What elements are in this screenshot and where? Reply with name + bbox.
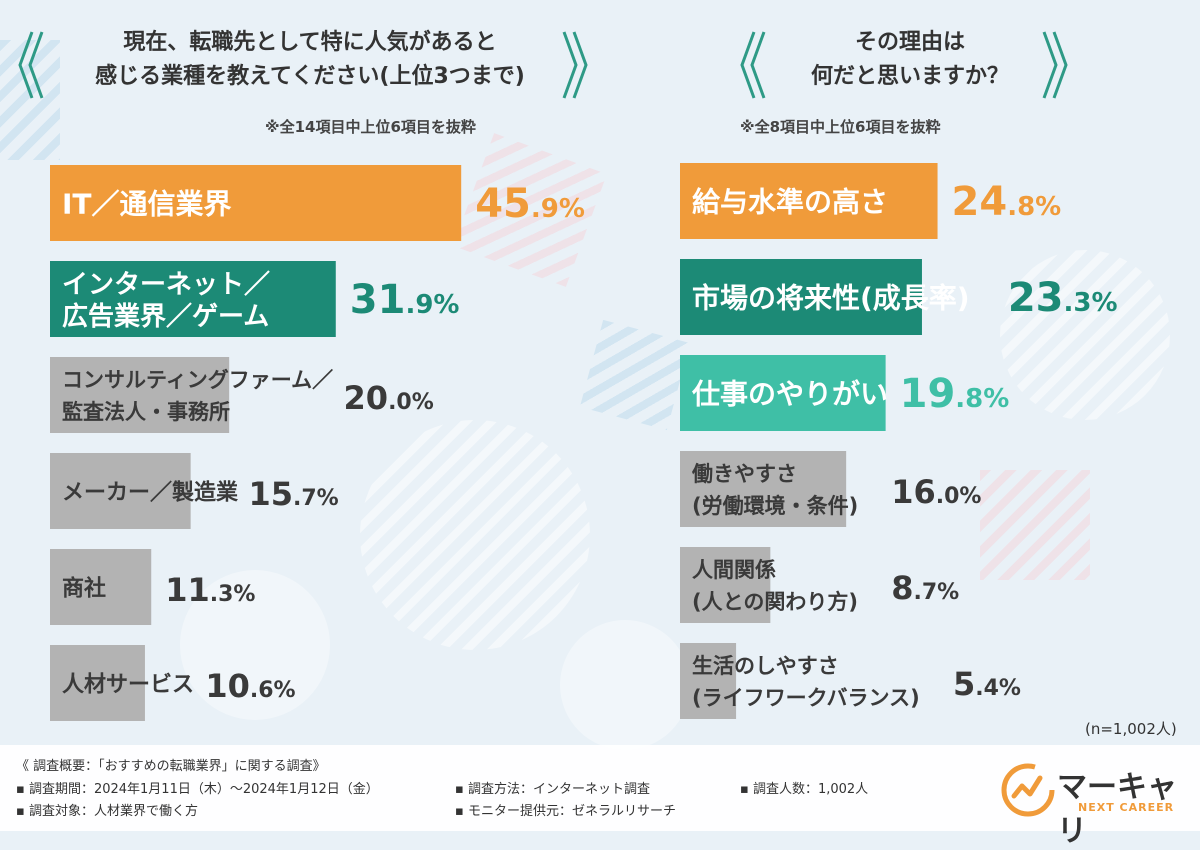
bar-right-5 — [680, 643, 737, 719]
background — [0, 40, 1170, 750]
bar-right-0 — [680, 163, 938, 239]
value-label-left-3: 15.7% — [248, 475, 338, 513]
survey-method: ▪ 調査方法：インターネット調査 — [455, 782, 650, 797]
value-label-right-5: 5.4% — [953, 665, 1021, 703]
value-label-right-2: 19.8% — [900, 371, 1010, 417]
left-bracket-icon — [740, 31, 766, 99]
value-label-left-2: 20.0% — [344, 379, 434, 417]
left-question-line-2: 感じる業種を教えてください(上位3つまで) — [95, 64, 525, 89]
survey-footer: 《 調査概要：「おすすめの転職業界」に関する調査》 ▪ 調査期間：2024年1月… — [0, 745, 1200, 831]
background-circle-3 — [180, 570, 330, 720]
background-stripe-4 — [0, 40, 60, 160]
value-label-left-1: 31.9% — [350, 277, 460, 323]
right-bracket-icon — [562, 31, 588, 99]
bar-right-1 — [680, 259, 922, 335]
bar-right-4 — [680, 547, 771, 623]
value-label-left-4: 11.3% — [165, 571, 255, 609]
category-label-right-3-line-0: 働きやすさ — [691, 462, 797, 486]
bar-charts: IT／通信業界 45.9% インターネット／広告業界／ゲーム 31.9% コンサルティン… — [50, 163, 1118, 721]
sample-size-note: (n=1,002人) — [1085, 720, 1177, 738]
category-label-right-1: 市場の将来性(成長率) — [692, 282, 970, 315]
category-label-left-3: メーカー／製造業 — [62, 479, 239, 505]
bar-left-2 — [50, 357, 230, 433]
category-label-right-3-line-1: (労働環境・条件) — [692, 494, 858, 518]
background-stripe-2 — [980, 470, 1090, 580]
right-note: ※全8項目中上位6項目を抜粋 — [740, 118, 941, 136]
category-label-left-1-line-1: 広告業界／ゲーム — [62, 301, 269, 332]
bar-right-3 — [680, 451, 847, 527]
background-circle-1 — [360, 420, 590, 650]
category-label-right-2: 仕事のやりがい — [691, 378, 888, 411]
category-label-right-4-line-0: 人間関係 — [692, 558, 776, 582]
value-label-left-5: 10.6% — [205, 667, 295, 705]
value-label-right-3: 16.0% — [891, 473, 981, 511]
value-label-right-4: 8.7% — [891, 569, 959, 607]
logo-sub: NEXT CAREER — [1078, 801, 1175, 814]
survey-period: ▪ 調査期間：2024年1月11日（木）～2024年1月12日（金） — [16, 782, 379, 797]
logo-icon — [1001, 763, 1055, 817]
category-label-right-4-line-1: (人との関わり方) — [692, 590, 858, 614]
category-label-left-2-line-1: 監査法人・事務所 — [62, 400, 230, 424]
bar-left-1 — [50, 261, 336, 337]
left-note: ※全14項目中上位6項目を抜粋 — [265, 118, 476, 136]
category-label-right-0: 給与水準の高さ — [692, 186, 888, 219]
survey-monitor: ▪ モニター提供元：ゼネラルリサーチ — [455, 804, 676, 819]
bar-left-3 — [50, 453, 191, 529]
bar-right-2 — [680, 355, 886, 431]
right-question: その理由は 何だと思いますか？ — [760, 26, 1060, 94]
survey-summary: 《 調査概要：「おすすめの転職業界」に関する調査》 — [16, 759, 326, 774]
category-label-left-5: 人材サービス — [62, 672, 194, 697]
background-circle-4 — [560, 620, 690, 750]
bar-left-4 — [50, 549, 152, 625]
left-question-line-1: 現在、転職先として特に人気があると — [123, 30, 497, 55]
survey-target: ▪ 調査対象：人材業界で働く方 — [16, 804, 198, 819]
category-label-left-0: IT／通信業界 — [62, 188, 232, 221]
category-label-left-2-line-0: コンサルティングファーム／ — [62, 368, 333, 392]
category-label-right-5-line-1: (ライフワークバランス) — [692, 686, 920, 710]
bar-left-0 — [50, 165, 462, 241]
value-label-right-1: 23.3% — [1008, 275, 1118, 321]
value-label-right-0: 24.8% — [952, 179, 1062, 225]
category-label-right-5-line-0: 生活のしやすさ — [692, 654, 839, 678]
value-label-left-0: 45.9% — [475, 181, 585, 227]
bar-left-5 — [50, 645, 145, 721]
left-bracket-icon — [18, 31, 44, 99]
background-circle-2 — [1000, 250, 1170, 420]
survey-count: ▪ 調査人数：1,002人 — [740, 782, 869, 797]
left-question: 現在、転職先として特に人気があると 感じる業種を教えてください(上位3つまで) — [60, 26, 560, 94]
right-question-line-1: その理由は — [854, 30, 965, 55]
right-bracket-icon — [1042, 31, 1068, 99]
category-label-left-4: 商社 — [62, 575, 106, 601]
category-label-left-1-line-0: インターネット／ — [62, 270, 270, 300]
right-question-line-2: 何だと思いますか？ — [810, 64, 1009, 89]
